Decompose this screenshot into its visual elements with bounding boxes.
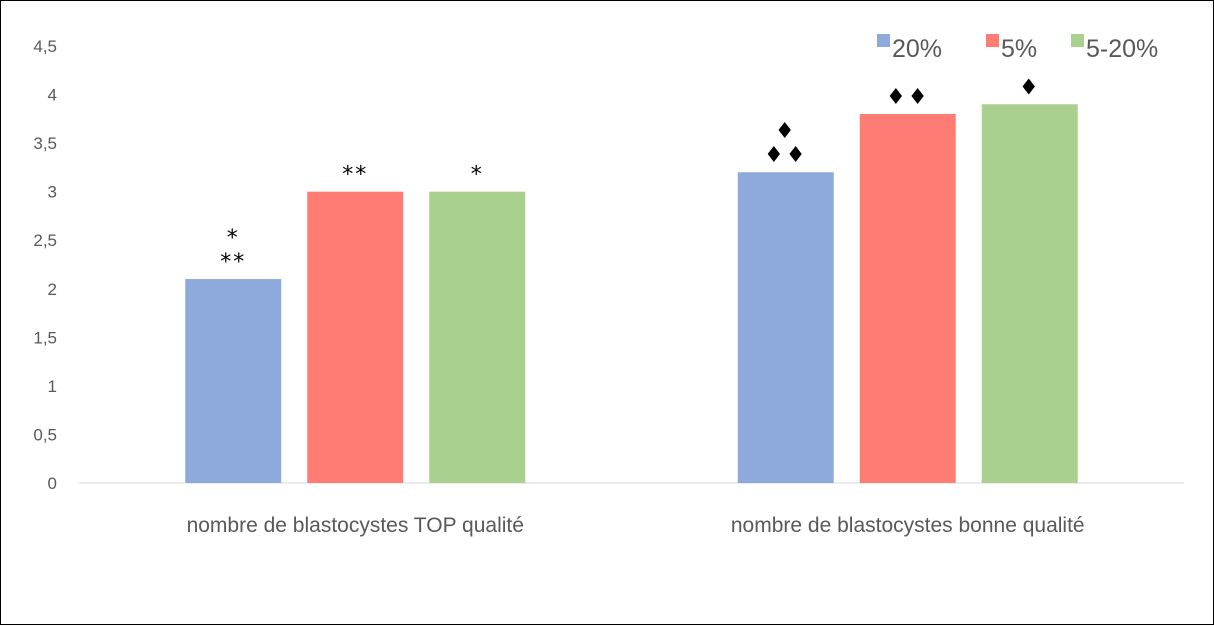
y-tick-label: 1 <box>48 377 57 396</box>
y-tick-label: 0 <box>48 474 57 493</box>
y-tick-label: 2 <box>48 280 57 299</box>
significance-marker: * <box>471 163 484 188</box>
y-tick-label: 0,5 <box>33 425 57 444</box>
category-label: nombre de blastocystes TOP qualité <box>187 514 524 537</box>
bar-top-5pct <box>307 191 404 483</box>
significance-marker: ** <box>342 163 368 188</box>
legend-label: 5% <box>1001 35 1037 63</box>
legend-swatch <box>986 34 999 47</box>
legend-swatch <box>1071 34 1084 47</box>
legend-label: 20% <box>892 35 942 63</box>
bar-top-5-20pct <box>429 191 526 483</box>
legend-swatch <box>877 34 890 47</box>
y-tick-label: 1,5 <box>33 328 57 347</box>
y-tick-label: 4 <box>48 86 57 105</box>
y-tick-label: 3,5 <box>33 134 57 153</box>
bar-bonne-5-20pct <box>981 104 1078 484</box>
y-tick-label: 3 <box>48 183 57 202</box>
significance-marker: ♦ <box>775 119 797 144</box>
significance-marker: * <box>227 226 240 251</box>
legend-label: 5-20% <box>1086 35 1158 63</box>
y-tick-label: 4,5 <box>33 37 57 56</box>
significance-marker: ♦♦ <box>886 85 929 110</box>
bar-top-20pct <box>185 279 282 483</box>
bar-bonne-5pct <box>859 113 956 483</box>
significance-marker: ♦ <box>1019 75 1041 100</box>
significance-marker: ♦♦ <box>764 143 807 168</box>
significance-marker: ** <box>220 250 246 275</box>
category-label: nombre de blastocystes bonne qualité <box>731 514 1085 537</box>
y-tick-label: 2,5 <box>33 231 57 250</box>
bar-bonne-20pct <box>737 172 834 483</box>
